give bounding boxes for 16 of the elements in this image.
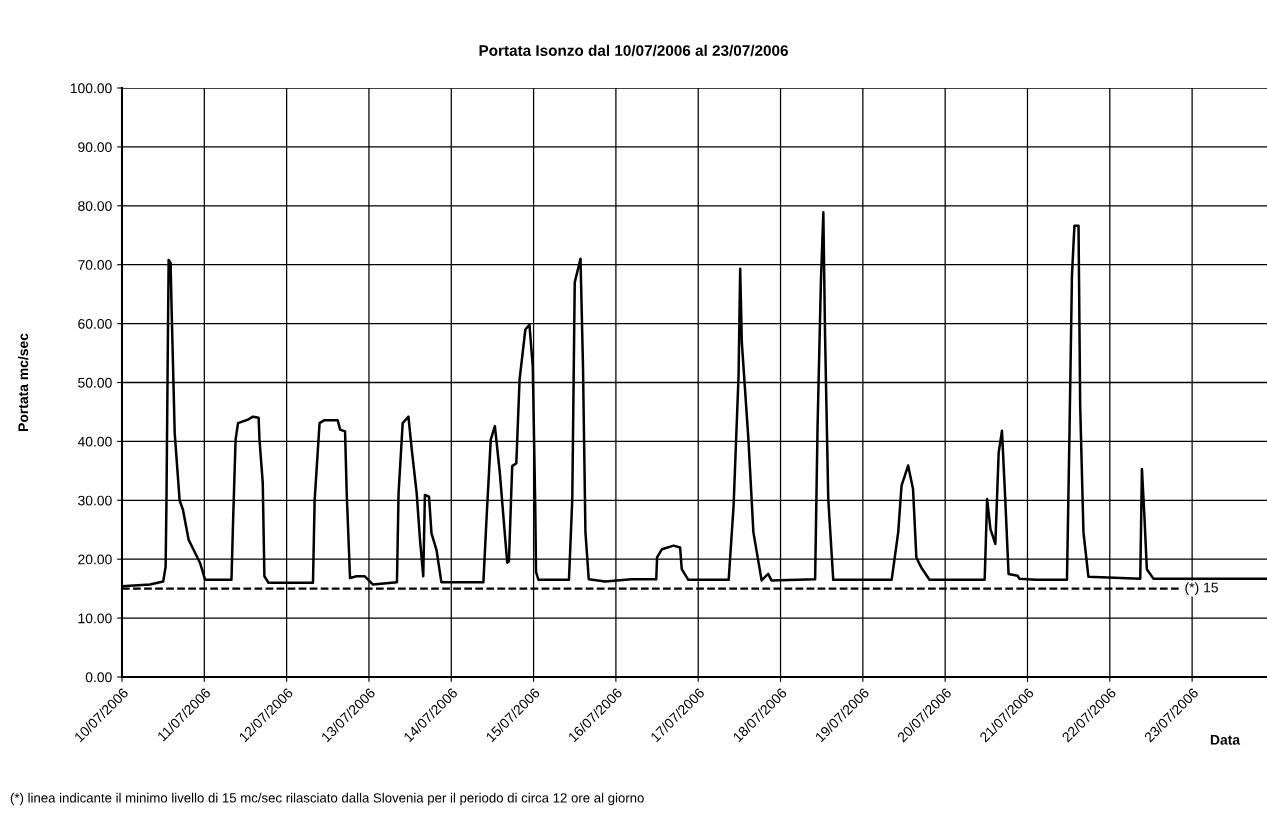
x-axis-title: Data [1210, 735, 1241, 745]
y-tick-label: 100.00 [70, 83, 112, 94]
y-tick-label: 30.00 [78, 495, 112, 506]
y-tick-label: 80.00 [78, 201, 112, 211]
y-tick-label: 70.00 [78, 260, 112, 270]
y-tick-label: 40.00 [77, 436, 112, 447]
chart-title: Portata Isonzo dal 10/07/2006 al 23/07/2006 [479, 44, 788, 57]
y-tick-label: 60.00 [78, 318, 112, 329]
y-tick-label: 0.00 [85, 672, 112, 683]
y-tick-label: 20.00 [78, 554, 112, 565]
text: (*) linea indicante il minimo livello di 15 mc/sec rilasciato dalla Slovenia per il periodo di circa 12 ore al giorno [10, 792, 644, 806]
ref-line-label: (*) 15 [1185, 582, 1218, 596]
y-tick-label: 10.00 [78, 613, 112, 624]
y-tick-label: 50.00 [78, 377, 112, 388]
y-tick-label: 90.00 [78, 142, 112, 153]
y-axis-title: Portata mc/sec [17, 333, 29, 431]
